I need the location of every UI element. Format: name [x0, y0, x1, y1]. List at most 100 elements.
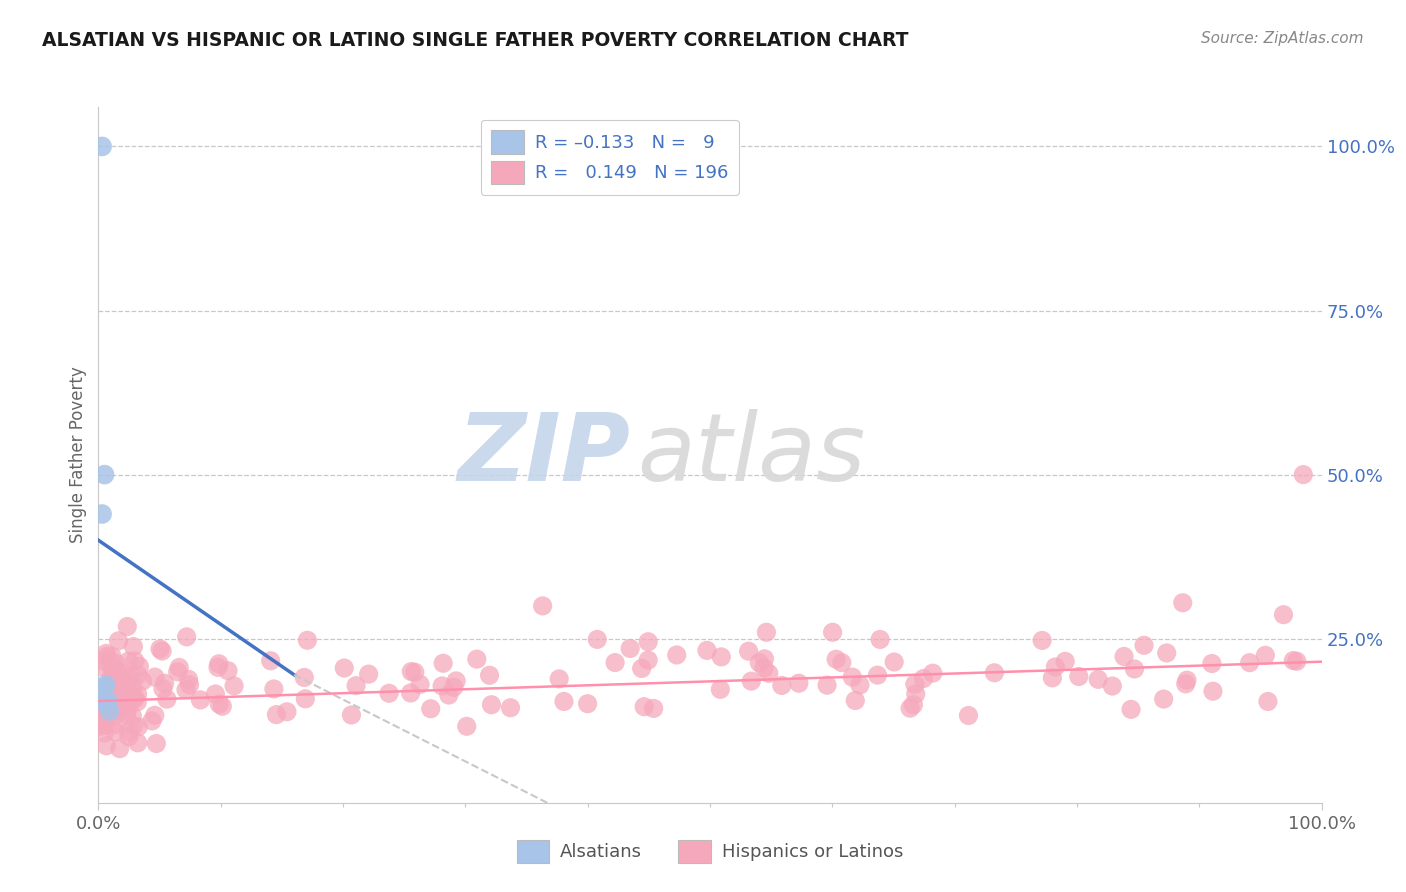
Point	[1045, 660, 1067, 674]
Point	[115, 707, 138, 722]
Point	[96, 697, 118, 711]
Point	[737, 644, 759, 658]
Point	[499, 700, 522, 714]
Point	[222, 679, 245, 693]
Point	[841, 670, 863, 684]
Point	[152, 681, 174, 696]
Point	[696, 643, 718, 657]
Point	[866, 668, 889, 682]
Point	[1202, 684, 1225, 698]
Point	[128, 659, 150, 673]
Point	[104, 708, 127, 723]
Point	[825, 652, 848, 666]
Point	[94, 694, 117, 708]
Point	[755, 625, 778, 640]
Point	[98, 688, 121, 702]
Point	[103, 698, 125, 712]
Point	[98, 689, 121, 703]
Point	[104, 725, 127, 739]
Point	[179, 678, 201, 692]
Point	[110, 698, 132, 712]
Point	[176, 630, 198, 644]
Text: ZIP: ZIP	[457, 409, 630, 501]
Point	[149, 642, 172, 657]
Point	[665, 648, 688, 662]
Point	[87, 717, 110, 731]
Point	[89, 659, 111, 673]
Point	[100, 659, 122, 673]
Point	[1087, 673, 1109, 687]
Point	[156, 692, 179, 706]
Point	[93, 704, 115, 718]
Point	[108, 741, 131, 756]
Point	[122, 719, 145, 733]
Point	[1175, 673, 1198, 687]
Point	[105, 684, 128, 698]
Point	[204, 687, 226, 701]
Point	[1282, 654, 1305, 668]
Point	[127, 736, 149, 750]
Point	[957, 708, 980, 723]
Point	[1156, 646, 1178, 660]
Point	[553, 694, 575, 708]
Point	[643, 701, 665, 715]
Point	[103, 671, 125, 685]
Point	[1171, 596, 1194, 610]
Point	[815, 678, 838, 692]
Point	[121, 678, 143, 692]
Point	[912, 672, 935, 686]
Point	[104, 662, 127, 676]
Point	[90, 683, 112, 698]
Point	[97, 694, 120, 708]
Point	[98, 678, 121, 692]
Point	[127, 720, 149, 734]
Point	[150, 644, 173, 658]
Point	[357, 667, 380, 681]
Point	[401, 665, 423, 679]
Point	[465, 652, 488, 666]
Point	[97, 707, 120, 722]
Point	[98, 686, 121, 700]
Y-axis label: Single Father Poverty: Single Father Poverty	[69, 367, 87, 543]
Point	[208, 697, 231, 711]
Point	[869, 632, 891, 647]
Point	[91, 716, 114, 731]
Point	[141, 714, 163, 728]
Point	[211, 699, 233, 714]
Point	[983, 665, 1005, 680]
Point	[143, 708, 166, 723]
Point	[177, 673, 200, 687]
Text: ALSATIAN VS HISPANIC OR LATINO SINGLE FATHER POVERTY CORRELATION CHART: ALSATIAN VS HISPANIC OR LATINO SINGLE FA…	[42, 31, 908, 50]
Point	[101, 649, 124, 664]
Point	[821, 625, 844, 640]
Point	[437, 688, 460, 702]
Point	[174, 682, 197, 697]
Point	[1153, 692, 1175, 706]
Point	[419, 702, 441, 716]
Point	[104, 657, 127, 671]
Point	[1040, 671, 1063, 685]
Point	[93, 467, 115, 482]
Point	[787, 676, 810, 690]
Point	[96, 646, 118, 660]
Point	[444, 673, 467, 688]
Point	[630, 661, 652, 675]
Point	[637, 653, 659, 667]
Point	[1054, 654, 1077, 668]
Point	[548, 672, 571, 686]
Point	[531, 599, 554, 613]
Point	[217, 664, 239, 678]
Point	[709, 682, 731, 697]
Point	[831, 656, 853, 670]
Point	[114, 684, 136, 698]
Point	[96, 739, 118, 753]
Point	[190, 693, 212, 707]
Point	[103, 696, 125, 710]
Point	[849, 678, 872, 692]
Point	[1112, 649, 1135, 664]
Point	[169, 660, 191, 674]
Point	[112, 673, 135, 688]
Legend: Alsatians, Hispanics or Latinos: Alsatians, Hispanics or Latinos	[506, 829, 914, 874]
Point	[127, 668, 149, 682]
Point	[409, 677, 432, 691]
